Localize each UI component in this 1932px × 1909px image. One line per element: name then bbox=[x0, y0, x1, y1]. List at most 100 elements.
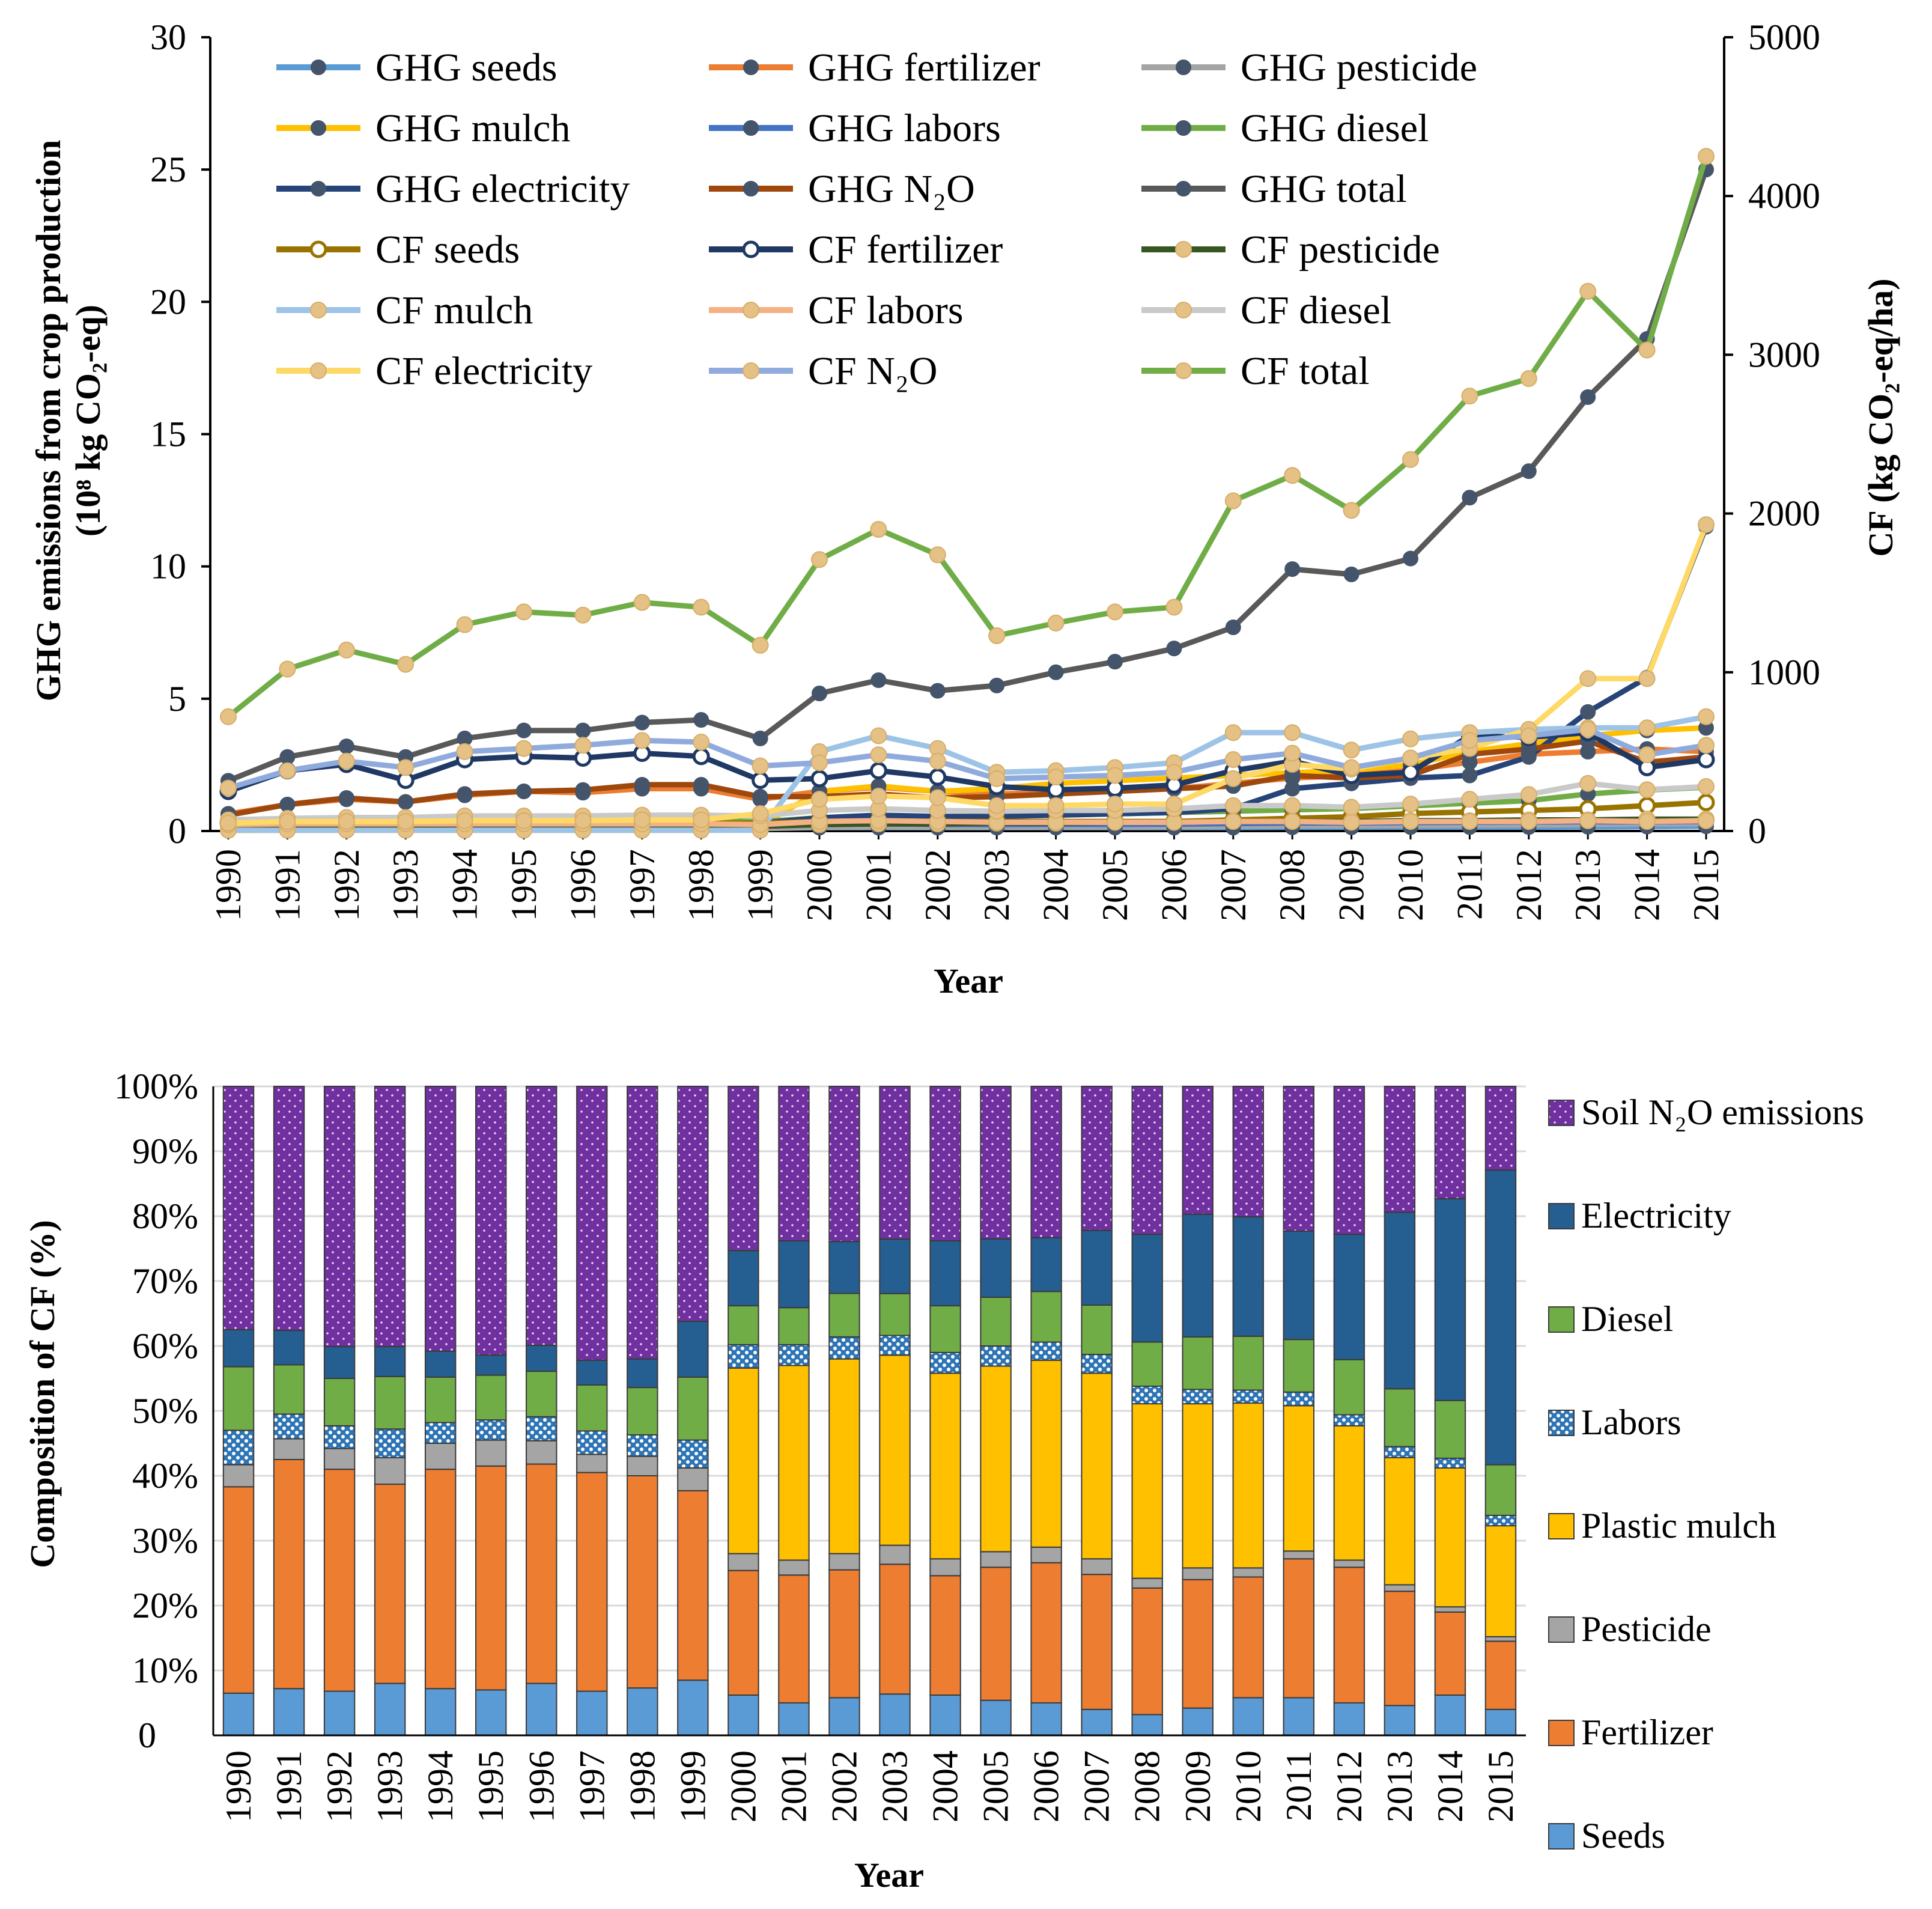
bar-stack-1994 bbox=[424, 1086, 457, 1736]
data-point bbox=[1284, 797, 1301, 814]
data-point bbox=[338, 790, 354, 806]
bar-y-tick-label: 80% bbox=[132, 1196, 198, 1236]
bar-segment-labors bbox=[1131, 1385, 1163, 1405]
bar-x-tick-label: 2005 bbox=[976, 1750, 1016, 1822]
x-tick-label: 1997 bbox=[622, 849, 662, 921]
legend-label: CF labors bbox=[808, 288, 964, 332]
data-point bbox=[988, 797, 1006, 814]
bar-x-tick-label: 1996 bbox=[521, 1750, 561, 1822]
data-point bbox=[1165, 796, 1183, 813]
bar-segment-labors bbox=[1283, 1391, 1315, 1407]
bar-segment-seeds bbox=[828, 1697, 860, 1737]
bar-segment-soil-n2o-emissions bbox=[273, 1086, 305, 1332]
bar-segment-seeds bbox=[627, 1687, 658, 1736]
data-point bbox=[1579, 775, 1597, 792]
legend-label: CF pesticide bbox=[1241, 228, 1440, 272]
legend-swatch-marker bbox=[1176, 59, 1191, 75]
bar-legend-swatch bbox=[1548, 1100, 1575, 1126]
series-line-cf-diesel bbox=[228, 781, 1707, 823]
bar-segment-fertilizer bbox=[526, 1463, 557, 1684]
x-axis-tick-labels: 1990 1991 1992 1993 1994 1995 1996 1997 1998 1999… bbox=[208, 831, 1726, 921]
bar-x-tick-label: 2011 bbox=[1279, 1750, 1319, 1821]
legend-label: CF seeds bbox=[375, 228, 520, 272]
data-point bbox=[634, 776, 650, 793]
bar-segment-labors bbox=[222, 1429, 255, 1466]
bar-segment-seeds bbox=[1333, 1702, 1365, 1736]
bar-legend-swatch bbox=[1548, 1203, 1575, 1229]
data-point bbox=[1697, 751, 1715, 769]
legend-label: CF total bbox=[1241, 349, 1370, 393]
bar-segment-soil-n2o-emissions bbox=[323, 1086, 356, 1348]
bar-segment-seeds bbox=[475, 1689, 507, 1736]
bar-y-tick-label: 100% bbox=[114, 1067, 198, 1106]
series-line-cf-n2o bbox=[227, 726, 1707, 791]
data-point bbox=[515, 740, 532, 757]
bar-chart-axes bbox=[212, 1086, 1526, 1737]
bar-segment-soil-n2o-emissions bbox=[1384, 1086, 1416, 1213]
bar-legend-item-soil-n2o-emissions: Soil N₂O emissions bbox=[1548, 1092, 1864, 1132]
bar-segment-soil-n2o-emissions bbox=[728, 1086, 759, 1252]
bar-segment-soil-n2o-emissions bbox=[374, 1086, 406, 1348]
bar-segment-fertilizer bbox=[879, 1563, 911, 1695]
bar-segment-soil-n2o-emissions bbox=[526, 1086, 557, 1346]
data-point bbox=[752, 788, 768, 805]
bar-segment-seeds bbox=[1131, 1714, 1163, 1736]
bar-x-tick-label: 2010 bbox=[1229, 1750, 1268, 1822]
bar-legend-label: Fertilizer bbox=[1581, 1713, 1713, 1752]
data-point bbox=[693, 734, 710, 751]
series-line-cf-total bbox=[226, 155, 1709, 719]
x-tick-label: 1998 bbox=[681, 849, 721, 921]
bar-segment-soil-n2o-emissions bbox=[980, 1086, 1012, 1240]
bar-x-tick-label: 1990 bbox=[219, 1750, 258, 1822]
bar-chart-x-tick-labels: 1990 1991 1992 1993 1994 1995 1996 1997 1998 1999… bbox=[219, 1750, 1520, 1822]
data-point bbox=[1461, 388, 1478, 405]
stacked-bar-chart: 0 10% 20% 30% 40% 50% 60% 70% 80% 90% 100% 1990 199… bbox=[23, 1067, 1864, 1895]
bar-x-tick-label: 2001 bbox=[774, 1750, 813, 1822]
bar-segment-labors bbox=[728, 1344, 759, 1369]
bar-stack-2009 bbox=[1182, 1086, 1214, 1736]
data-point bbox=[457, 786, 473, 802]
bar-segment-fertilizer bbox=[374, 1484, 406, 1684]
data-point bbox=[811, 791, 828, 808]
data-point bbox=[870, 672, 887, 689]
bar-segment-pesticide bbox=[929, 1558, 961, 1577]
x-tick-label: 2002 bbox=[918, 849, 958, 921]
bar-segment-plastic-mulch bbox=[1131, 1403, 1163, 1579]
data-point bbox=[574, 812, 592, 829]
data-point bbox=[1520, 813, 1537, 830]
data-point bbox=[929, 546, 946, 564]
bar-chart-bars bbox=[222, 1086, 1517, 1737]
legend-item-ghg-diesel: GHG diesel bbox=[1141, 106, 1429, 150]
bar-legend-item-labors: Labors bbox=[1548, 1402, 1681, 1442]
bar-legend-swatch bbox=[1548, 1720, 1575, 1746]
legend-swatch-marker bbox=[309, 240, 327, 258]
bar-y-tick-label: 0 bbox=[138, 1716, 156, 1755]
legend-swatch-marker bbox=[310, 302, 327, 318]
bar-x-tick-label: 2015 bbox=[1481, 1750, 1520, 1822]
bar-segment-labors bbox=[828, 1336, 860, 1360]
bar-segment-electricity bbox=[576, 1359, 608, 1386]
data-point bbox=[1520, 786, 1537, 803]
bar-segment-fertilizer bbox=[1232, 1576, 1264, 1699]
bar-segment-diesel bbox=[1484, 1464, 1517, 1516]
left-y-axis-ticks: 0 5 10 15 20 25 30 bbox=[150, 17, 210, 851]
bar-segment-seeds bbox=[1232, 1697, 1264, 1737]
data-point bbox=[693, 712, 709, 728]
bar-y-tick-label: 40% bbox=[132, 1456, 198, 1496]
data-point bbox=[929, 752, 946, 770]
bar-segment-pesticide bbox=[1182, 1567, 1214, 1580]
bar-segment-soil-n2o-emissions bbox=[576, 1086, 608, 1361]
data-point bbox=[1047, 769, 1065, 786]
bar-x-tick-label: 2007 bbox=[1077, 1750, 1117, 1822]
bar-segment-fertilizer bbox=[1182, 1579, 1214, 1709]
data-point bbox=[574, 606, 592, 624]
data-point bbox=[1638, 746, 1656, 764]
legend-swatch-marker bbox=[743, 302, 759, 318]
top-left-y-axis-title-line2: (10⁸ kg CO₂-eq) bbox=[68, 305, 108, 537]
series-line-cf-mulch bbox=[228, 714, 1707, 833]
bar-stack-2013 bbox=[1384, 1086, 1416, 1737]
bar-segment-soil-n2o-emissions bbox=[879, 1086, 911, 1240]
data-point bbox=[1343, 566, 1359, 582]
bar-segment-pesticide bbox=[778, 1559, 810, 1576]
bar-x-tick-label: 1998 bbox=[622, 1750, 662, 1822]
